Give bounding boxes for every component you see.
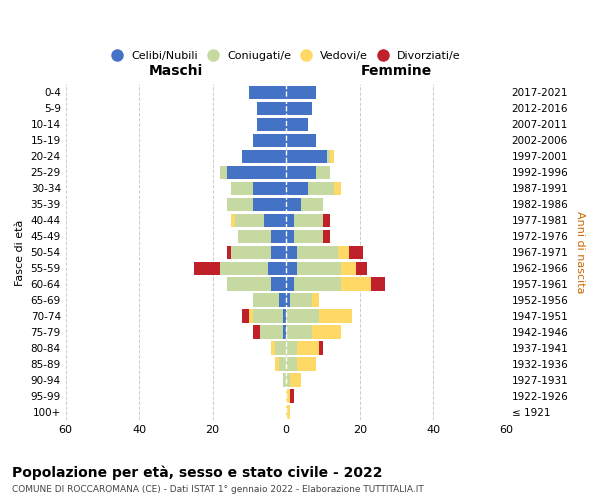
Bar (293, 214, 323, 227)
Bar (286, 182, 308, 195)
Bar (271, 230, 286, 243)
Bar (338, 246, 349, 259)
Bar (286, 166, 316, 179)
Bar (227, 198, 253, 211)
Bar (286, 134, 316, 147)
Bar (341, 262, 356, 275)
Bar (283, 374, 286, 387)
Bar (286, 278, 293, 291)
Text: Femmine: Femmine (361, 64, 432, 78)
Bar (250, 310, 253, 323)
Bar (331, 150, 334, 163)
Bar (253, 310, 283, 323)
Bar (286, 310, 319, 323)
Bar (297, 342, 319, 355)
Bar (253, 182, 286, 195)
Bar (341, 278, 371, 291)
Bar (253, 294, 279, 307)
Y-axis label: Anni di nascita: Anni di nascita (575, 211, 585, 294)
Bar (286, 358, 297, 371)
Bar (286, 294, 290, 307)
Bar (308, 182, 334, 195)
Bar (286, 102, 312, 116)
Bar (286, 86, 316, 100)
Y-axis label: Fasce di età: Fasce di età (15, 219, 25, 286)
Bar (271, 278, 286, 291)
Bar (268, 262, 286, 275)
Bar (279, 358, 286, 371)
Bar (319, 310, 352, 323)
Bar (297, 262, 341, 275)
Text: Popolazione per età, sesso e stato civile - 2022: Popolazione per età, sesso e stato civil… (12, 465, 383, 479)
Bar (286, 406, 290, 419)
Bar (349, 246, 364, 259)
Text: Maschi: Maschi (149, 64, 203, 78)
Bar (334, 182, 341, 195)
Bar (286, 118, 308, 131)
Bar (293, 230, 323, 243)
Bar (220, 262, 268, 275)
Bar (238, 230, 271, 243)
Bar (242, 150, 286, 163)
Bar (260, 326, 283, 339)
Bar (227, 246, 231, 259)
Bar (319, 342, 323, 355)
Bar (257, 102, 286, 116)
Bar (264, 214, 286, 227)
Bar (253, 198, 286, 211)
Legend: Celibi/Nubili, Coniugati/e, Vedovi/e, Divorziati/e: Celibi/Nubili, Coniugati/e, Vedovi/e, Di… (107, 46, 465, 66)
Bar (227, 166, 286, 179)
Bar (283, 310, 286, 323)
Bar (286, 390, 290, 403)
Bar (286, 374, 290, 387)
Bar (312, 326, 341, 339)
Bar (271, 342, 275, 355)
Bar (356, 262, 367, 275)
Bar (275, 358, 279, 371)
Bar (235, 214, 264, 227)
Bar (286, 342, 297, 355)
Bar (242, 310, 250, 323)
Bar (286, 198, 301, 211)
Bar (286, 230, 293, 243)
Bar (326, 150, 331, 163)
Bar (297, 358, 316, 371)
Bar (301, 198, 323, 211)
Bar (257, 118, 286, 131)
Bar (371, 278, 385, 291)
Bar (231, 182, 253, 195)
Bar (231, 214, 235, 227)
Bar (323, 230, 331, 243)
Bar (293, 278, 341, 291)
Bar (316, 166, 331, 179)
Bar (323, 214, 331, 227)
Bar (290, 390, 293, 403)
Bar (194, 262, 220, 275)
Bar (286, 326, 312, 339)
Bar (286, 214, 293, 227)
Bar (286, 246, 297, 259)
Bar (312, 294, 319, 307)
Bar (283, 326, 286, 339)
Bar (290, 374, 301, 387)
Bar (253, 134, 286, 147)
Bar (297, 246, 338, 259)
Bar (250, 86, 286, 100)
Text: COMUNE DI ROCCAROMANA (CE) - Dati ISTAT 1° gennaio 2022 - Elaborazione TUTTITALI: COMUNE DI ROCCAROMANA (CE) - Dati ISTAT … (12, 485, 424, 494)
Bar (286, 262, 297, 275)
Bar (279, 294, 286, 307)
Bar (275, 342, 286, 355)
Bar (286, 150, 326, 163)
Bar (290, 294, 312, 307)
Bar (220, 166, 227, 179)
Bar (227, 278, 271, 291)
Bar (253, 326, 260, 339)
Bar (271, 246, 286, 259)
Bar (231, 246, 271, 259)
